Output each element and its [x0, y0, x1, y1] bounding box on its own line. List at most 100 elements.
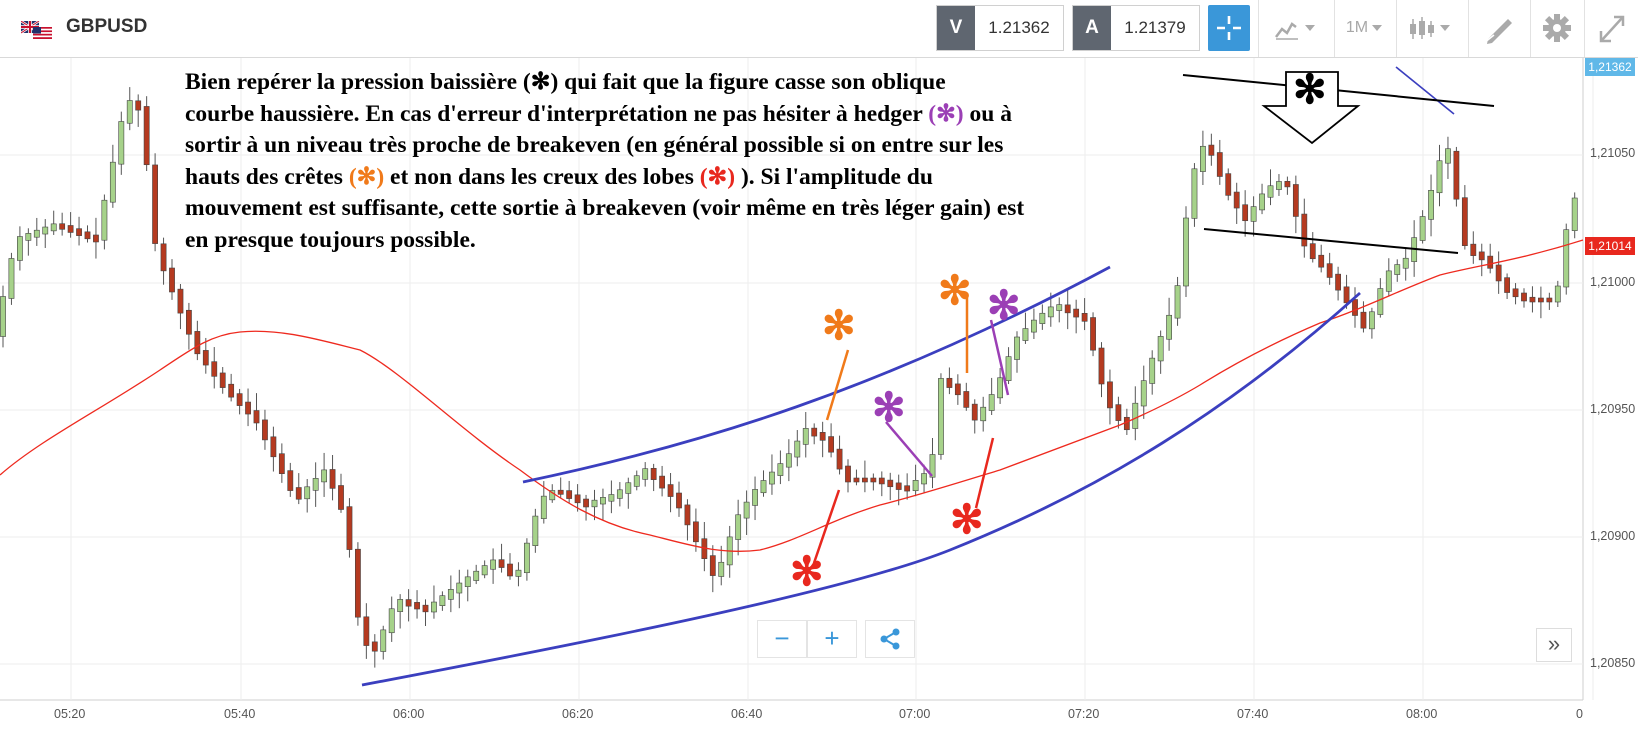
bullish-candle — [439, 595, 446, 607]
bearish-candle — [836, 448, 843, 470]
zoom-out-button[interactable]: − — [757, 620, 807, 658]
chart-type-button[interactable] — [1268, 5, 1328, 51]
bullish-candle — [388, 608, 395, 634]
candle-style-button[interactable] — [1402, 5, 1462, 51]
bearish-candle — [363, 616, 370, 646]
moving-average-line — [0, 239, 1584, 552]
bullish-candle — [1200, 145, 1206, 172]
bearish-candle — [887, 479, 894, 488]
fullscreen-icon — [1599, 15, 1625, 43]
bullish-candle — [25, 233, 32, 241]
bullish-candle — [1005, 356, 1012, 381]
bearish-candle — [692, 521, 699, 543]
bullish-candle — [50, 223, 57, 232]
bullish-candle — [1166, 314, 1172, 340]
bearish-candle — [1284, 181, 1291, 188]
bearish-candle — [709, 555, 716, 576]
purple-asterisk-marker: ✻ — [987, 284, 1021, 328]
down-arrow-icon — [1261, 71, 1361, 145]
bearish-candle — [1115, 404, 1122, 421]
bearish-candle — [845, 465, 851, 483]
fullscreen-button[interactable] — [1590, 5, 1634, 51]
bullish-candle — [481, 565, 488, 576]
bearish-candle — [329, 469, 336, 489]
bearish-candle — [236, 393, 243, 406]
bullish-candle — [1056, 304, 1063, 311]
orange-asterisk-marker: ✻ — [822, 304, 856, 348]
bullish-candle — [8, 258, 15, 299]
bearish-candle — [177, 288, 184, 314]
red-asterisk-marker: ✻ — [950, 498, 984, 542]
bullish-candle — [1183, 217, 1189, 287]
bearish-candle — [1546, 297, 1553, 303]
bearish-candle — [59, 223, 66, 230]
bearish-candle — [295, 487, 302, 500]
bearish-candle — [971, 403, 978, 421]
orange-marker-line — [825, 349, 850, 421]
bearish-candle — [1495, 264, 1502, 282]
bearish-candle — [1352, 299, 1358, 316]
bearish-candle — [819, 432, 826, 441]
bearish-candle — [253, 410, 260, 424]
time-tick-label: 05:20 — [54, 707, 86, 721]
bearish-candle — [684, 504, 691, 526]
bullish-candle — [1369, 311, 1375, 330]
bearish-candle — [861, 477, 868, 483]
bullish-candle — [642, 468, 649, 480]
bearish-candle — [583, 498, 589, 508]
purple-asterisk-glyph: (✻) — [928, 100, 964, 127]
scroll-to-latest-button[interactable]: » — [1536, 628, 1572, 662]
blue-short-trendline — [1395, 66, 1455, 115]
bullish-candle — [1157, 336, 1164, 362]
bearish-candle — [895, 482, 902, 490]
time-tick-label: 06:00 — [393, 707, 425, 721]
bullish-candle — [769, 471, 775, 485]
bearish-candle — [135, 100, 142, 111]
bearish-candle — [93, 234, 99, 243]
bearish-candle — [371, 641, 378, 652]
bearish-candle — [1521, 292, 1527, 302]
bearish-candle — [1504, 277, 1510, 293]
price-tick-label: 1,20950 — [1590, 402, 1636, 416]
bullish-candle — [1022, 328, 1029, 341]
buy-price-button[interactable]: A 1.21379 — [1072, 5, 1200, 51]
bearish-candle — [1512, 288, 1519, 298]
red-marker-line — [812, 489, 841, 564]
crosshair-icon — [1217, 16, 1241, 40]
timeframe-dropdown[interactable]: 1M — [1338, 5, 1390, 51]
bullish-candle — [1436, 160, 1443, 194]
bearish-candle — [67, 225, 74, 233]
time-tick-label: 07:20 — [1068, 707, 1100, 721]
bearish-candle — [828, 436, 834, 453]
sell-price: 1.21362 — [988, 18, 1050, 37]
bearish-candle — [1064, 304, 1071, 314]
drawing-tools-button[interactable] — [1474, 5, 1524, 51]
bearish-candle — [650, 467, 657, 480]
black-asterisk-glyph: ✻ — [530, 69, 551, 95]
bearish-candle — [202, 350, 209, 366]
bearish-candle — [676, 492, 682, 509]
share-button[interactable] — [865, 620, 915, 658]
price-tick-label: 1,20850 — [1590, 656, 1636, 670]
bearish-candle — [904, 485, 911, 492]
time-tick-label: 05:40 — [224, 707, 256, 721]
bullish-candle — [633, 475, 640, 487]
bullish-candle — [1259, 193, 1265, 211]
price-tick-label: 1,21000 — [1590, 275, 1636, 289]
bearish-candle — [1529, 296, 1536, 303]
settings-button[interactable] — [1536, 5, 1578, 51]
bullish-candle — [1047, 306, 1054, 318]
bearish-candle — [143, 106, 150, 166]
bullish-candle — [1250, 206, 1257, 222]
bullish-candle — [777, 463, 784, 476]
crosshair-button[interactable] — [1208, 5, 1250, 51]
bullish-candle — [1377, 288, 1384, 315]
sell-price-button[interactable]: V 1.21362 — [936, 5, 1064, 51]
candlestick-icon — [1410, 17, 1450, 39]
neckline — [1203, 228, 1459, 254]
bullish-candle — [380, 629, 387, 652]
bullish-candle — [304, 486, 311, 500]
bullish-candle — [794, 440, 801, 458]
zoom-in-button[interactable]: + — [807, 620, 857, 658]
